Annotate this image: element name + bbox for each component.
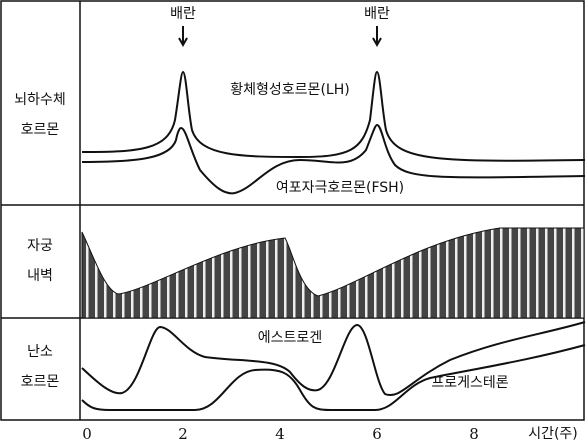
x-tick-label: 4 xyxy=(275,425,285,443)
estrogen-curve xyxy=(81,321,586,397)
panel-label: 호르몬 xyxy=(21,122,60,138)
x-tick-label: 8 xyxy=(469,425,479,443)
fsh-curve xyxy=(81,123,586,195)
x-tick-label: 2 xyxy=(178,425,188,443)
ovulation-label: 배란 xyxy=(170,6,196,22)
estrogen-label: 에스트로겐 xyxy=(258,330,322,346)
endometrium xyxy=(81,227,585,319)
panel-label: 내벽 xyxy=(27,268,53,284)
x-tick-label: 0 xyxy=(82,425,92,443)
panel-label: 난소 xyxy=(27,344,53,360)
ovulation-label: 배란 xyxy=(364,6,390,22)
panel-label: 호르몬 xyxy=(21,374,60,390)
fsh-label: 여포자극호르몬(FSH) xyxy=(276,180,404,196)
lh-curve xyxy=(81,70,586,162)
arrow xyxy=(178,26,188,48)
arrow xyxy=(372,26,382,48)
panel-label: 뇌하수체 xyxy=(14,92,66,108)
progesterone-label: 프로게스테론 xyxy=(431,375,508,391)
lh-label: 황체형성호르몬(LH) xyxy=(230,82,349,98)
x-tick-label: 6 xyxy=(372,425,382,443)
frame xyxy=(0,0,585,421)
x-axis-label: 시간(주) xyxy=(528,426,578,442)
progesterone-curve xyxy=(81,344,586,411)
panel-label: 자궁 xyxy=(27,238,53,254)
